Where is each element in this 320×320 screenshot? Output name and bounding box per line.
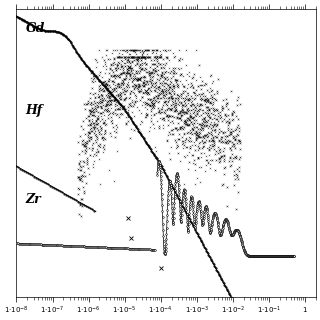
Text: Zr: Zr xyxy=(26,193,41,206)
Text: Gd: Gd xyxy=(26,22,45,35)
Text: Hf: Hf xyxy=(26,104,43,117)
